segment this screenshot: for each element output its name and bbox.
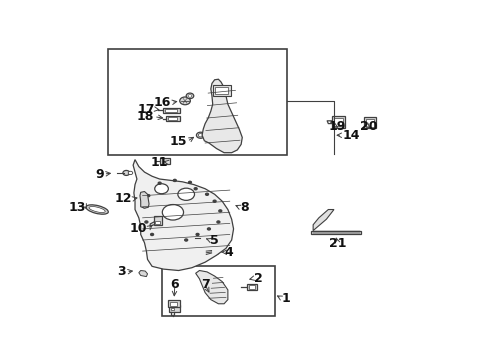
Circle shape — [146, 194, 149, 197]
Text: 12: 12 — [115, 193, 132, 206]
Circle shape — [198, 134, 203, 137]
Circle shape — [188, 94, 191, 97]
Circle shape — [205, 193, 208, 195]
Bar — [202, 236, 206, 239]
Text: 3: 3 — [118, 265, 126, 278]
Bar — [331, 116, 345, 128]
Circle shape — [173, 179, 176, 181]
Circle shape — [184, 239, 187, 241]
Bar — [170, 302, 177, 306]
Text: 1: 1 — [281, 292, 290, 305]
Polygon shape — [140, 192, 149, 208]
Bar — [160, 158, 170, 164]
Circle shape — [211, 249, 219, 255]
Bar — [155, 221, 160, 224]
Circle shape — [144, 221, 147, 223]
Text: 14: 14 — [342, 129, 359, 142]
Circle shape — [154, 184, 168, 194]
Circle shape — [213, 200, 216, 202]
Text: 16: 16 — [153, 96, 171, 109]
Circle shape — [196, 132, 204, 138]
Text: 13: 13 — [68, 201, 85, 214]
Text: 2: 2 — [253, 272, 262, 285]
Bar — [366, 119, 373, 127]
Text: 19: 19 — [327, 120, 345, 134]
Polygon shape — [133, 159, 233, 270]
Bar — [168, 117, 177, 120]
Circle shape — [217, 221, 220, 223]
Text: 8: 8 — [240, 201, 248, 214]
Polygon shape — [195, 270, 227, 304]
Circle shape — [186, 93, 193, 99]
Bar — [212, 85, 230, 96]
Text: 9: 9 — [95, 167, 103, 180]
Circle shape — [213, 250, 217, 253]
Circle shape — [178, 188, 194, 201]
Circle shape — [122, 170, 129, 175]
Bar — [364, 117, 376, 128]
Text: 11: 11 — [151, 156, 168, 169]
Circle shape — [196, 233, 199, 235]
Ellipse shape — [89, 207, 105, 212]
Bar — [164, 109, 176, 112]
Bar — [168, 300, 180, 307]
Circle shape — [142, 206, 146, 208]
Text: 4: 4 — [224, 246, 233, 259]
Polygon shape — [139, 270, 147, 276]
Circle shape — [207, 228, 210, 230]
Text: 20: 20 — [359, 120, 377, 134]
Text: 6: 6 — [170, 278, 179, 291]
Bar — [163, 108, 180, 113]
Text: 7: 7 — [201, 278, 209, 291]
Circle shape — [188, 181, 191, 184]
Circle shape — [194, 188, 197, 190]
Bar — [169, 305, 180, 311]
Bar — [200, 235, 208, 240]
Bar — [170, 308, 174, 310]
Circle shape — [158, 182, 161, 184]
Text: 5: 5 — [209, 234, 218, 247]
Ellipse shape — [86, 205, 108, 214]
Bar — [215, 87, 227, 94]
Bar — [248, 285, 254, 289]
Circle shape — [218, 210, 222, 212]
Polygon shape — [312, 210, 333, 231]
Text: 10: 10 — [130, 222, 147, 235]
Circle shape — [162, 204, 183, 220]
Text: 18: 18 — [136, 110, 154, 123]
Bar — [108, 49, 286, 156]
Bar — [311, 231, 360, 234]
Text: 15: 15 — [169, 135, 186, 148]
Text: 21: 21 — [328, 237, 346, 250]
Circle shape — [150, 233, 153, 235]
Text: 17: 17 — [137, 103, 155, 116]
Bar — [161, 266, 275, 316]
Bar — [333, 118, 342, 126]
Circle shape — [180, 97, 190, 105]
Bar — [166, 116, 180, 121]
Bar — [154, 216, 162, 225]
Circle shape — [128, 171, 132, 175]
Polygon shape — [202, 79, 242, 153]
Bar — [246, 284, 257, 290]
